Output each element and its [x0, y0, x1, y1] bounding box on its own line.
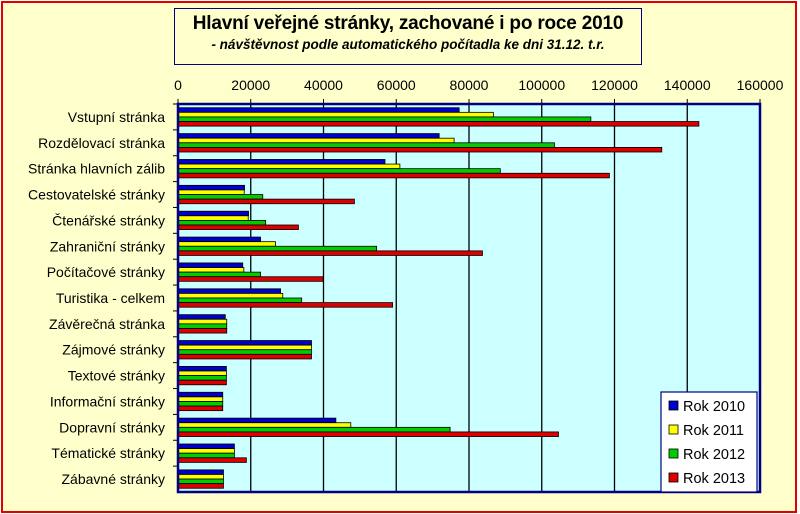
y-category-label: Textové stránky: [68, 368, 165, 384]
bar-rok-2010: [177, 210, 249, 217]
title-box: Hlavní veřejné stránky, zachované i po r…: [174, 8, 642, 65]
bar-rok-2011: [177, 267, 245, 273]
x-tick-label: 160000: [737, 77, 784, 93]
y-category-label: Vstupní stránka: [68, 109, 165, 125]
bar-rok-2011: [177, 344, 312, 351]
legend-swatch: [668, 472, 679, 483]
bar-rok-2012: [177, 452, 235, 459]
y-category-label: Čtenářské stránky: [52, 212, 165, 228]
bar-rok-2010: [177, 288, 281, 294]
bar-rok-2012: [177, 323, 228, 329]
bar-rok-2012: [177, 426, 451, 433]
bar-rok-2010: [177, 262, 244, 268]
bar-rok-2012: [177, 271, 261, 278]
bar-rok-2013: [177, 483, 224, 489]
bar-rok-2010: [177, 133, 440, 139]
bar-rok-2013: [177, 379, 227, 386]
bar-rok-2013: [177, 353, 312, 360]
bar-rok-2012: [177, 478, 224, 485]
bar-rok-2010: [177, 184, 245, 191]
bar-rok-2011: [177, 370, 227, 376]
y-category-label: Informační stránky: [50, 393, 165, 409]
y-category-label: Zahraniční stránky: [50, 238, 165, 254]
bar-rok-2010: [177, 340, 312, 346]
x-tick-label: 60000: [377, 77, 416, 93]
y-category-label: Stránka hlavních zálib: [28, 161, 165, 177]
bar-rok-2013: [177, 121, 700, 127]
x-tick-label: 0: [174, 77, 182, 93]
bar-rok-2012: [177, 297, 303, 303]
legend-swatch: [668, 400, 679, 411]
y-category-label: Cestovatelské stránky: [28, 187, 165, 203]
legend-entry: Rok 2010: [683, 399, 745, 415]
chart-subtitle: - návštěvnost podle automatického počíta…: [211, 37, 605, 52]
legend-entry: Rok 2013: [683, 471, 745, 487]
bar-rok-2010: [177, 417, 337, 424]
bar-rok-2012: [177, 168, 501, 174]
bar-rok-2010: [177, 469, 224, 475]
bar-rok-2012: [177, 116, 592, 122]
chart-title: Hlavní veřejné stránky, zachované i po r…: [192, 13, 624, 34]
y-category-label: Turistika - celkem: [56, 290, 165, 306]
bar-rok-2011: [177, 422, 352, 428]
bar-rok-2012: [177, 194, 264, 200]
bar-rok-2011: [177, 448, 235, 454]
bar-rok-2013: [177, 328, 228, 334]
bar-rok-2013: [177, 276, 324, 282]
bar-rok-2013: [177, 431, 559, 437]
bar-rok-2011: [177, 137, 455, 144]
legend-swatch: [668, 448, 679, 459]
y-category-label: Rozdělovací stránka: [38, 135, 165, 151]
y-category-label: Závěrečná stránka: [49, 316, 165, 332]
bar-rok-2010: [177, 391, 224, 398]
bar-rok-2013: [177, 198, 355, 205]
bar-rok-2011: [177, 396, 224, 402]
y-category-label: Tématické stránky: [51, 445, 165, 461]
x-tick-label: 120000: [591, 77, 638, 93]
y-category-label: Zábavné stránky: [62, 471, 166, 487]
bar-rok-2011: [177, 318, 228, 325]
y-category-label: Počítačové stránky: [47, 264, 165, 280]
bar-rok-2012: [177, 219, 267, 226]
bar-rok-2011: [177, 474, 224, 480]
bar-rok-2012: [177, 375, 227, 381]
x-tick-label: 80000: [450, 77, 489, 93]
bar-rok-2013: [177, 405, 224, 412]
bar-rok-2010: [177, 365, 227, 372]
bar-rok-2013: [177, 457, 247, 463]
bar-rok-2010: [177, 236, 261, 243]
bar-rok-2012: [177, 349, 312, 355]
legend-entry: Rok 2012: [683, 447, 745, 463]
bar-rok-2011: [177, 163, 401, 170]
x-tick-label: 20000: [231, 77, 270, 93]
bar-rok-2012: [177, 401, 224, 407]
bar-rok-2013: [177, 250, 483, 256]
plot-border: [176, 102, 762, 494]
bar-rok-2011: [177, 189, 245, 195]
bar-rok-2011: [177, 111, 494, 118]
bar-rok-2011: [177, 215, 249, 221]
x-tick-label: 40000: [304, 77, 343, 93]
bar-rok-2012: [177, 245, 378, 252]
legend-entry: Rok 2011: [683, 423, 744, 439]
bar-rok-2010: [177, 443, 235, 449]
x-tick-label: 140000: [664, 77, 711, 93]
bar-rok-2013: [177, 172, 610, 179]
bar-rok-2013: [177, 224, 299, 230]
bar-rok-2013: [177, 146, 663, 153]
bar-rok-2011: [177, 241, 276, 247]
bar-rok-2012: [177, 142, 555, 148]
legend-swatch: [668, 424, 679, 435]
bar-rok-2011: [177, 292, 284, 299]
bar-rok-2010: [177, 107, 460, 113]
bar-rok-2013: [177, 302, 394, 308]
bar-rok-2010: [177, 159, 386, 165]
y-category-label: Dopravní stránky: [59, 419, 165, 435]
x-tick-label: 100000: [518, 77, 565, 93]
y-category-label: Zájmové stránky: [62, 342, 165, 358]
bar-rok-2010: [177, 314, 226, 320]
